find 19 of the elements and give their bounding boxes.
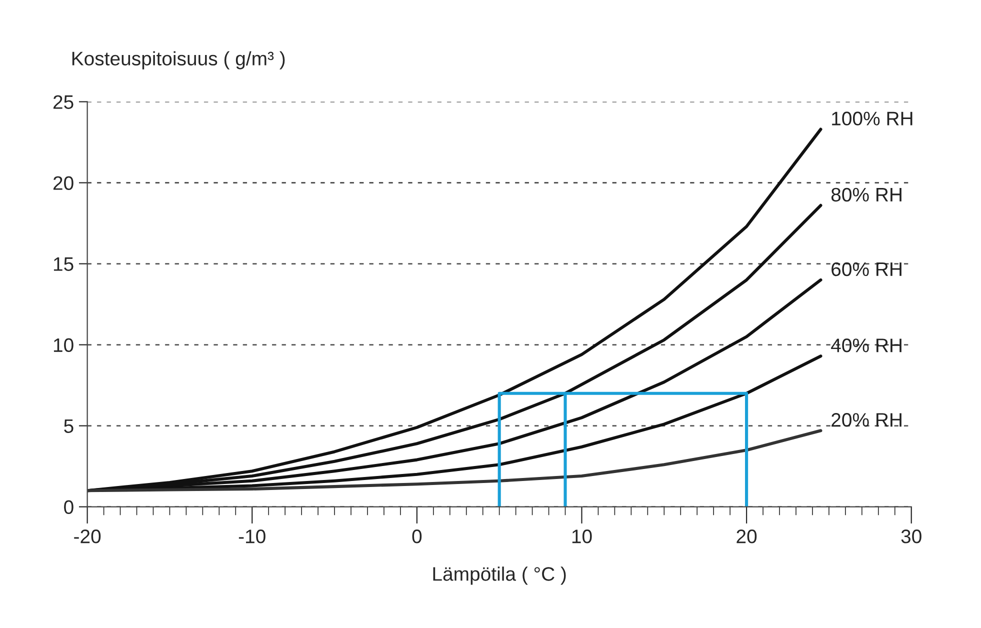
x-tick-label: 0 bbox=[412, 530, 422, 544]
x-tick-label: -20 bbox=[74, 530, 101, 544]
y-axis-title: Kosteuspitoisuus ( g/m³ ) bbox=[72, 51, 285, 70]
y-tick-label: 25 bbox=[53, 95, 74, 109]
series-label: 20% RH bbox=[832, 413, 902, 427]
x-tick-label: 10 bbox=[572, 530, 592, 544]
x-tick-label: 20 bbox=[736, 530, 757, 544]
y-tick-label: 10 bbox=[54, 338, 74, 352]
series-label: 40% RH bbox=[831, 338, 902, 352]
series-label: 100% RH bbox=[832, 112, 912, 126]
x-axis-title: Lämpötila ( °C ) bbox=[433, 566, 566, 585]
y-tick-label: 15 bbox=[54, 257, 74, 271]
x-tick-label: -10 bbox=[238, 530, 266, 544]
y-tick-label: 20 bbox=[53, 176, 74, 190]
x-tick-label: 30 bbox=[901, 530, 922, 544]
y-tick-label: 0 bbox=[64, 500, 74, 514]
y-tick-label: 5 bbox=[64, 419, 74, 434]
series-label: 80% RH bbox=[831, 188, 902, 202]
series-label: 60% RH bbox=[832, 262, 902, 276]
